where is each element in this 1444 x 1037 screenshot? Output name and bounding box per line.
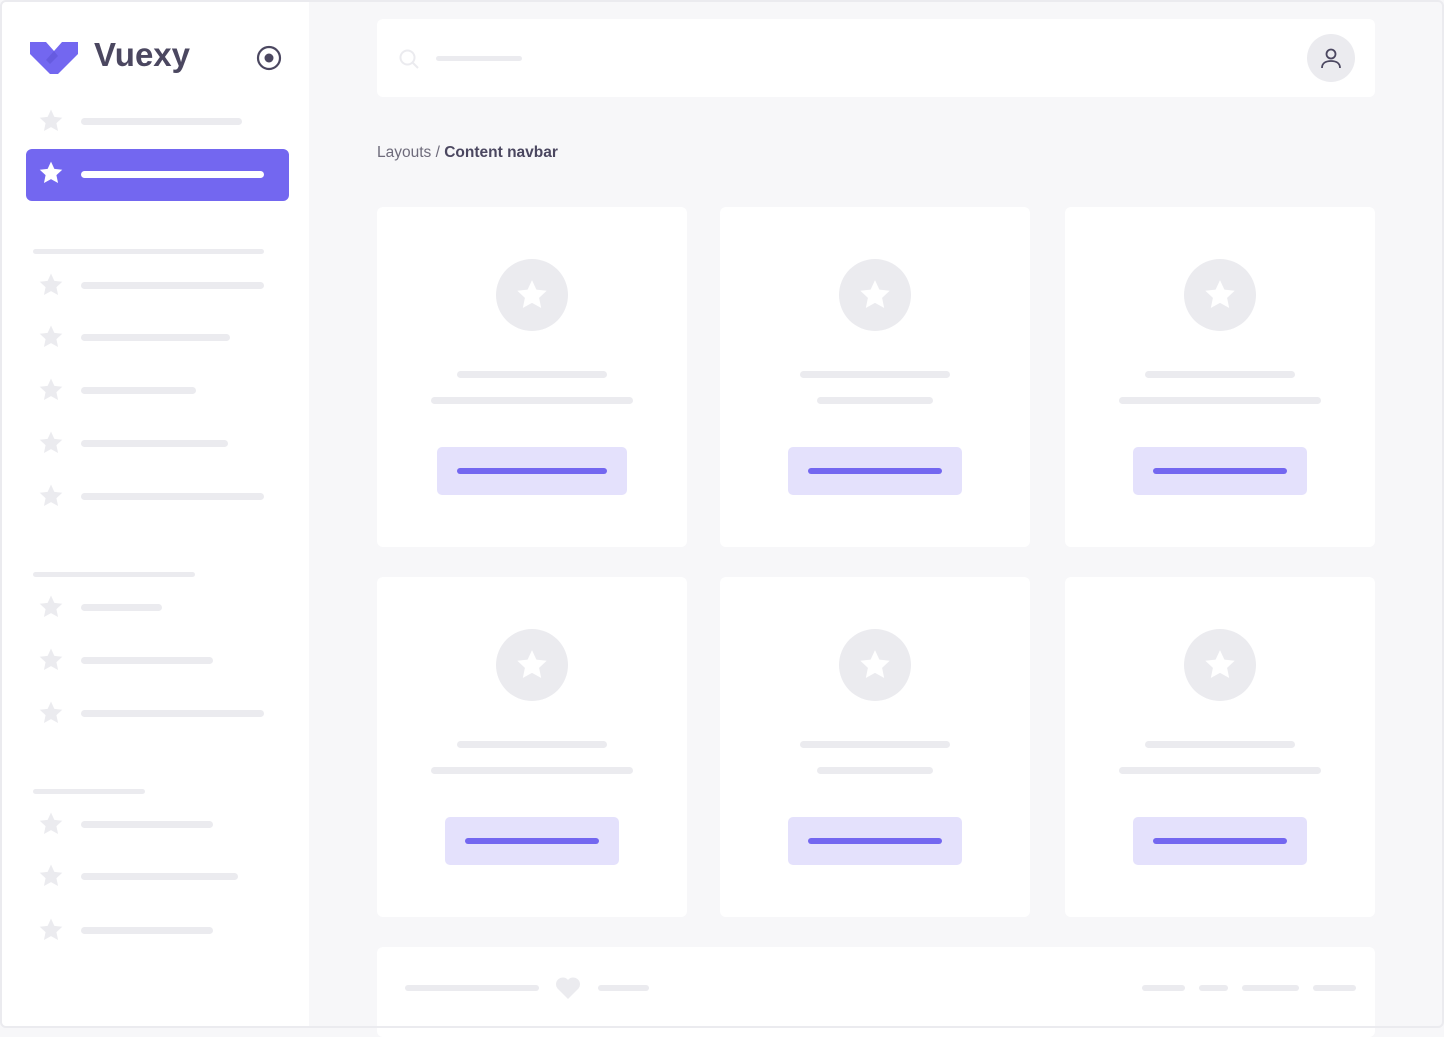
star-icon xyxy=(860,280,890,309)
star-icon xyxy=(39,109,63,131)
card-button[interactable] xyxy=(1133,817,1307,865)
sidebar-section-header xyxy=(33,789,145,794)
sidebar: Vuexy xyxy=(2,2,309,1026)
card xyxy=(377,577,687,917)
sidebar-item-label xyxy=(81,439,228,447)
card-avatar xyxy=(839,629,911,701)
card-avatar xyxy=(1184,629,1256,701)
star-icon xyxy=(517,280,547,309)
card xyxy=(720,577,1030,917)
star-icon xyxy=(39,431,63,453)
sidebar-item-label xyxy=(81,117,242,125)
star-icon xyxy=(39,918,63,940)
footer xyxy=(377,947,1375,1037)
card-title xyxy=(1145,741,1295,748)
card-button-label xyxy=(465,838,599,844)
user-icon xyxy=(1321,48,1341,69)
radio-circle-icon[interactable] xyxy=(256,45,282,71)
card-text xyxy=(817,767,933,774)
footer-link[interactable] xyxy=(1313,985,1356,991)
star-icon xyxy=(39,378,63,400)
breadcrumb: Layouts / Content navbar xyxy=(377,144,558,162)
star-icon xyxy=(39,161,63,183)
card-button[interactable] xyxy=(1133,447,1307,495)
star-icon xyxy=(39,701,63,723)
card-button[interactable] xyxy=(437,447,627,495)
breadcrumb-current: Content navbar xyxy=(444,144,558,161)
star-icon xyxy=(1205,650,1235,679)
star-icon xyxy=(517,650,547,679)
card-avatar xyxy=(839,259,911,331)
sidebar-section-header xyxy=(33,572,195,577)
card-title xyxy=(457,741,607,748)
star-icon xyxy=(39,864,63,886)
card-text xyxy=(1119,767,1321,774)
sidebar-item-label xyxy=(81,820,213,828)
card-title xyxy=(1145,371,1295,378)
search-icon[interactable] xyxy=(399,49,419,69)
card xyxy=(720,207,1030,547)
card-button-label xyxy=(808,838,942,844)
star-icon xyxy=(860,650,890,679)
card-avatar xyxy=(1184,259,1256,331)
card-button-label xyxy=(1153,838,1287,844)
top-navbar xyxy=(377,19,1375,97)
card-button[interactable] xyxy=(788,447,962,495)
sidebar-item-label xyxy=(81,386,196,394)
card-text xyxy=(431,397,633,404)
card-text xyxy=(817,397,933,404)
card xyxy=(377,207,687,547)
star-icon xyxy=(39,595,63,617)
sidebar-item-label xyxy=(81,281,264,289)
card xyxy=(1065,577,1375,917)
card-button-label xyxy=(1153,468,1287,474)
star-icon xyxy=(39,273,63,295)
sidebar-item-label xyxy=(81,171,264,178)
breadcrumb-separator: / xyxy=(431,144,445,161)
card-button[interactable] xyxy=(788,817,962,865)
star-icon xyxy=(1205,280,1235,309)
card-avatar xyxy=(496,259,568,331)
star-icon xyxy=(39,325,63,347)
card-button-label xyxy=(808,468,942,474)
card-button-label xyxy=(457,468,607,474)
star-icon xyxy=(39,812,63,834)
card-button[interactable] xyxy=(445,817,619,865)
card-avatar xyxy=(496,629,568,701)
search-input[interactable] xyxy=(436,56,522,61)
sidebar-item-label xyxy=(81,709,264,717)
card-title xyxy=(800,741,950,748)
vuexy-logo-icon xyxy=(30,42,78,74)
card-text xyxy=(1119,397,1321,404)
star-icon xyxy=(39,484,63,506)
heart-icon xyxy=(555,977,581,999)
sidebar-item-label xyxy=(81,656,213,664)
sidebar-item-label xyxy=(81,872,238,880)
brand-name: Vuexy xyxy=(94,36,191,73)
sidebar-item-label xyxy=(81,492,264,500)
footer-text xyxy=(598,985,649,991)
breadcrumb-parent[interactable]: Layouts xyxy=(377,144,432,161)
star-icon xyxy=(39,648,63,670)
card xyxy=(1065,207,1375,547)
sidebar-section-header xyxy=(33,249,264,254)
sidebar-item-label xyxy=(81,926,213,934)
card-text xyxy=(431,767,633,774)
footer-link[interactable] xyxy=(1199,985,1228,991)
footer-link[interactable] xyxy=(1242,985,1299,991)
card-title xyxy=(800,371,950,378)
footer-link[interactable] xyxy=(1142,985,1185,991)
card-title xyxy=(457,371,607,378)
sidebar-item-label xyxy=(81,603,162,611)
sidebar-item-label xyxy=(81,333,230,341)
avatar[interactable] xyxy=(1307,34,1355,82)
footer-text xyxy=(405,985,539,991)
